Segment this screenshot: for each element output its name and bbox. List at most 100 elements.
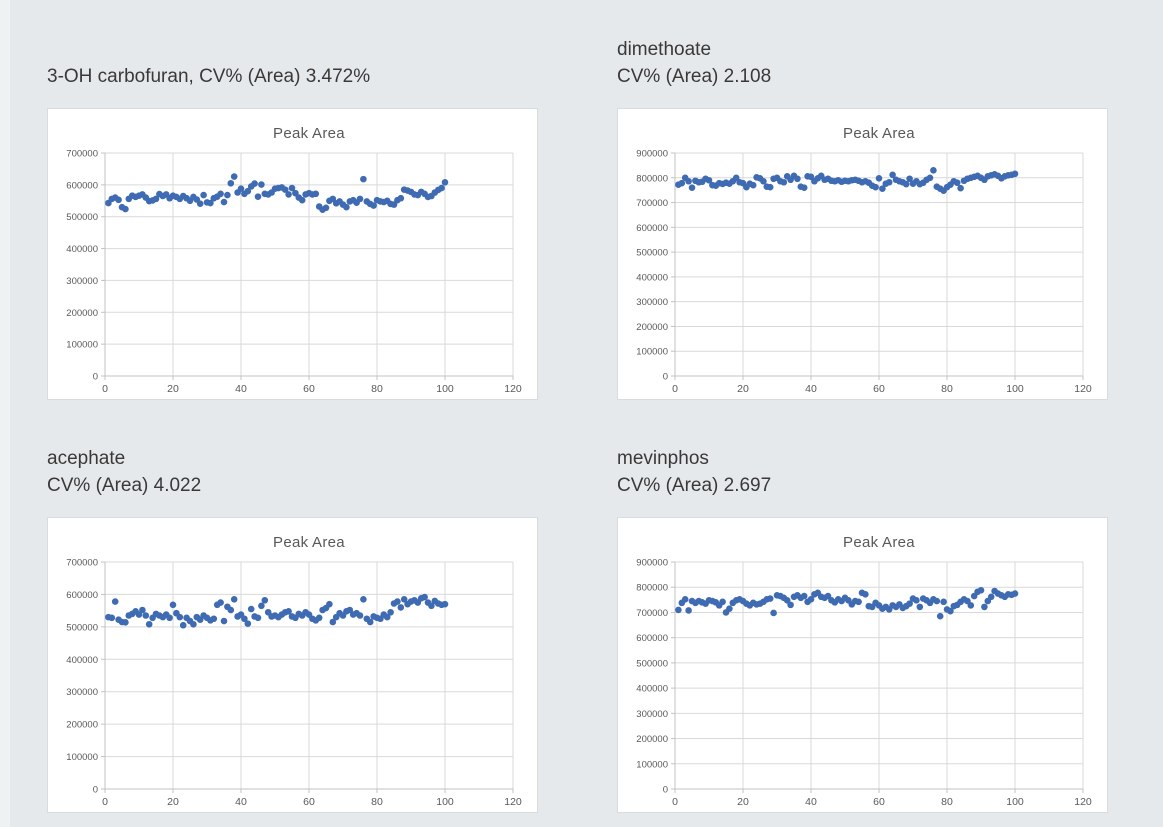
chart-panel-3oh-carbofuran: 0 100000 200000 300000 400000 500000 600000 700…	[47, 108, 538, 400]
data-point	[261, 596, 269, 604]
y-tick-label: 400000	[66, 244, 98, 255]
x-tick-label: 100	[1006, 796, 1024, 808]
data-point	[312, 190, 320, 198]
data-point	[397, 194, 405, 202]
data-point	[108, 614, 116, 622]
data-point	[957, 184, 964, 192]
x-tick-label: 0	[102, 796, 108, 808]
window-edge-strip	[0, 0, 10, 827]
plot-title: Peak Area	[843, 534, 915, 551]
data-point	[356, 195, 364, 203]
data-point	[705, 176, 713, 184]
data-point	[953, 179, 961, 187]
data-point	[322, 204, 330, 212]
data-point	[258, 181, 265, 188]
data-point	[370, 202, 377, 209]
data-point	[237, 185, 245, 192]
data-point	[981, 603, 988, 611]
chart-panel-dimethoate: 0 100000 200000 300000 400000 500000 600000 700…	[617, 108, 1108, 400]
data-point	[166, 614, 173, 622]
y-tick-label: 400000	[636, 684, 668, 695]
data-point	[794, 175, 801, 183]
data-point	[441, 600, 449, 608]
peak-area-scatter-3oh-carbofuran: 0 100000 200000 300000 400000 500000 600000 700…	[66, 125, 522, 395]
data-point	[356, 612, 364, 619]
x-tick-label: 80	[371, 796, 383, 808]
data-point	[139, 606, 146, 614]
data-point	[244, 187, 252, 195]
data-point	[800, 184, 808, 191]
x-tick-label: 80	[371, 383, 383, 395]
data-point	[285, 191, 292, 198]
peak-area-scatter-acephate: 0 100000 200000 300000 400000 500000 600000 700…	[66, 534, 522, 808]
data-point	[387, 608, 394, 616]
y-tick-label: 100000	[636, 759, 668, 770]
data-point	[230, 595, 238, 603]
data-point	[220, 617, 228, 625]
data-point	[438, 184, 445, 192]
data-point	[254, 614, 262, 622]
chart-label-acephate: acephate CV% (Area) 4.022	[47, 439, 538, 517]
y-tick-label: 100000	[66, 752, 98, 763]
data-point	[977, 586, 985, 594]
data-point	[251, 180, 258, 187]
chart-block-3oh-carbofuran: 3-OH carbofuran, CV% (Area) 3.472% 0 1000…	[47, 30, 538, 400]
data-point	[875, 174, 883, 182]
data-point	[258, 602, 265, 610]
data-point	[947, 607, 954, 615]
data-point	[807, 596, 815, 603]
data-point	[210, 615, 218, 623]
data-point	[254, 193, 262, 200]
data-point	[889, 171, 896, 179]
chart-label-3oh-carbofuran: 3-OH carbofuran, CV% (Area) 3.472%	[47, 30, 538, 108]
y-tick-label: 800000	[636, 583, 668, 594]
data-point	[766, 183, 774, 191]
data-point	[207, 199, 214, 207]
data-point	[885, 178, 893, 186]
x-tick-label: 60	[873, 383, 885, 395]
x-tick-label: 120	[504, 796, 522, 808]
y-tick-label: 400000	[66, 655, 98, 666]
y-tick-label: 600000	[636, 223, 668, 234]
peak-area-scatter-dimethoate: 0 100000 200000 300000 400000 500000 600000 700…	[636, 125, 1092, 395]
data-point	[428, 602, 435, 610]
data-point	[122, 619, 129, 626]
chart-panel-acephate: 0 100000 200000 300000 400000 500000 600000 700…	[47, 517, 538, 813]
data-point	[913, 597, 920, 604]
data-point	[394, 598, 401, 605]
x-tick-label: 0	[102, 383, 108, 395]
data-point	[227, 606, 235, 614]
y-tick-label: 100000	[636, 347, 668, 358]
data-point	[421, 593, 428, 601]
data-point	[916, 603, 924, 611]
y-tick-label: 0	[663, 785, 668, 796]
y-tick-label: 500000	[636, 248, 668, 259]
data-point	[288, 184, 296, 192]
data-point	[719, 598, 726, 606]
plot-title: Peak Area	[273, 125, 345, 142]
data-point	[397, 604, 405, 611]
x-tick-label: 40	[805, 383, 817, 395]
data-point	[329, 618, 337, 626]
data-point	[675, 606, 682, 614]
data-point	[685, 177, 692, 185]
y-tick-label: 200000	[636, 734, 668, 745]
data-point	[111, 598, 119, 605]
x-tick-label: 120	[1074, 796, 1092, 808]
data-point	[179, 621, 187, 629]
data-point	[760, 177, 767, 185]
x-tick-label: 20	[167, 796, 179, 808]
y-tick-label: 500000	[66, 212, 98, 223]
data-point	[285, 607, 292, 615]
chart-label-line2: CV% (Area) 2.108	[617, 66, 772, 87]
chart-block-mevinphos: mevinphos CV% (Area) 2.697 0 100000 200000…	[617, 439, 1108, 813]
chart-label-line1: mevinphos	[617, 448, 709, 469]
x-tick-label: 40	[235, 796, 247, 808]
data-point	[933, 597, 941, 605]
chart-label-line1: acephate	[47, 448, 126, 469]
data-point	[217, 599, 224, 606]
data-point	[115, 196, 122, 204]
chart-label-line1: 3-OH carbofuran, CV% (Area) 3.472%	[47, 66, 371, 87]
y-tick-label: 700000	[636, 608, 668, 619]
x-tick-label: 20	[737, 383, 749, 395]
